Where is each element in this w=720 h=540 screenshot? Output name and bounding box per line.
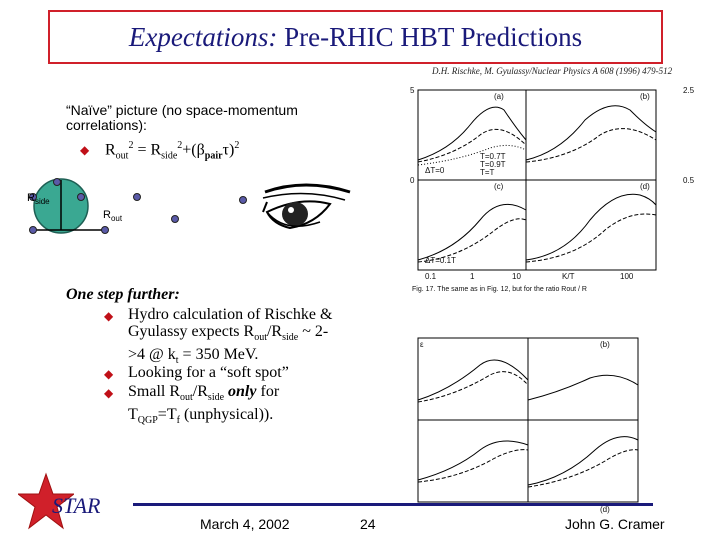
formula: ◆ Rout2 = Rside2+(βpairτ)2 xyxy=(80,140,240,162)
title-frame xyxy=(48,10,663,64)
panel-ratio-label: ε xyxy=(420,340,424,349)
legend-1: T=0.7T xyxy=(480,152,506,161)
delta-t-label-2: ΔT=0.1T xyxy=(425,256,456,265)
legend-3: T=T xyxy=(480,168,495,177)
rout-label: Rout xyxy=(103,209,123,224)
star-logo-text: STAR xyxy=(52,493,101,518)
panel-label-b2: (b) xyxy=(600,340,610,349)
figure-caption: Fig. 17. The same as in Fig. 12, but for… xyxy=(412,286,587,293)
footer-author: John G. Cramer xyxy=(565,516,665,532)
panel-label-a: (a) xyxy=(494,92,504,101)
particle-dot xyxy=(239,196,247,204)
hydro-plot-top xyxy=(417,89,657,271)
y-tick: 5 xyxy=(410,86,415,95)
bullet-diamond-icon: ◆ xyxy=(104,367,114,381)
slide-title: Expectations: Pre-RHIC HBT Predictions xyxy=(48,22,663,53)
footer-divider xyxy=(133,503,653,506)
y-tick: 0 xyxy=(410,176,415,185)
naive-line-2: correlations): xyxy=(66,117,147,133)
bullet-diamond-icon: ◆ xyxy=(104,309,114,323)
eye-icon xyxy=(262,183,351,230)
bullet-item-hydro: ◆ Hydro calculation of Rischke & Gyulass… xyxy=(104,306,333,367)
source-geometry-diagram xyxy=(29,178,247,234)
particle-dot xyxy=(133,193,141,201)
panel-label-c: (c) xyxy=(494,182,504,191)
particle-dot xyxy=(77,193,85,201)
title-italic: Expectations: xyxy=(128,22,278,52)
bullet-item-soft-spot: ◆ Looking for a “soft spot” xyxy=(104,364,289,381)
panel-label-b: (b) xyxy=(640,92,650,101)
delta-t-label: ΔT=0 xyxy=(425,166,445,175)
particle-dot xyxy=(29,193,37,201)
hydro-plot-bottom xyxy=(417,337,639,503)
one-step-heading: One step further: xyxy=(66,286,180,303)
bullet-diamond-icon: ◆ xyxy=(80,143,90,157)
star-logo-icon xyxy=(18,472,74,530)
x-tick: 10 xyxy=(512,272,521,281)
particle-dot xyxy=(53,178,61,186)
x-tick: 100 xyxy=(620,272,634,281)
particle-dot xyxy=(101,226,109,234)
panel-label-d: (d) xyxy=(640,182,650,191)
y2-tick: 0.5 xyxy=(683,176,695,185)
legend-2: T=0.9T xyxy=(480,160,506,169)
x-tick: 1 xyxy=(470,272,475,281)
bullet-diamond-icon: ◆ xyxy=(104,386,114,400)
figure-citation: D.H. Rischke, M. Gyulassy/Nuclear Physic… xyxy=(432,66,673,76)
panel-label-d2: (d) xyxy=(600,505,610,514)
x-axis-label: K/T xyxy=(562,272,575,281)
particle-dot xyxy=(29,226,37,234)
footer-date: March 4, 2002 xyxy=(200,516,290,532)
y2-tick: 2.5 xyxy=(683,86,695,95)
title-main: Pre-RHIC HBT Predictions xyxy=(284,22,583,52)
naive-line-1: “Naïve” picture (no space-momentum xyxy=(66,102,298,118)
rside-label: Rside xyxy=(27,192,50,207)
particle-dot xyxy=(171,215,179,223)
x-tick: 0.1 xyxy=(425,272,437,281)
page-number: 24 xyxy=(360,516,376,532)
bullet-item-small-ratio: ◆ Small Rout/Rside only for TQGP=Tf (unp… xyxy=(104,383,280,427)
